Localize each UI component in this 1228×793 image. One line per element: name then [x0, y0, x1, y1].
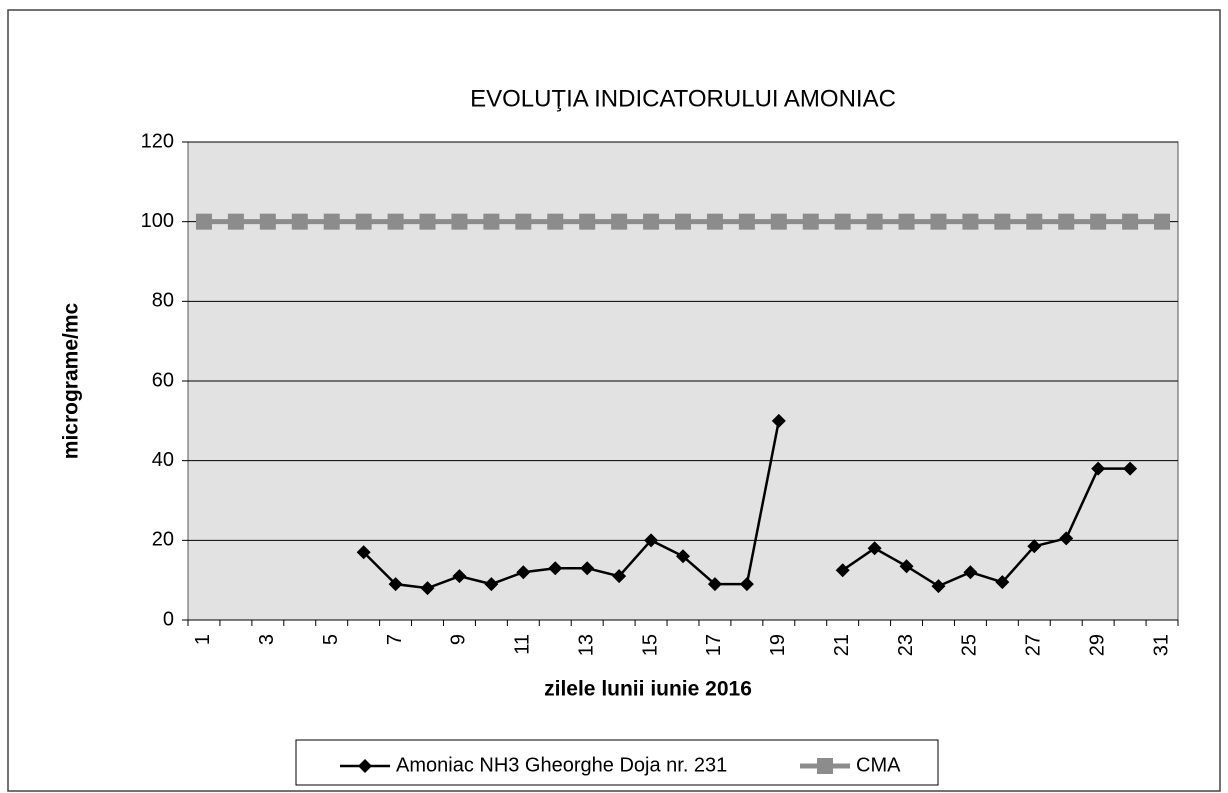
marker	[611, 213, 628, 230]
marker	[548, 561, 563, 576]
x-tick-label: 15	[639, 634, 661, 656]
marker	[866, 213, 883, 230]
x-tick-label: 23	[895, 634, 917, 656]
marker	[675, 213, 691, 230]
marker	[994, 213, 1011, 230]
legend-label: Amoniac NH3 Gheorghe Doja nr. 231	[396, 754, 727, 776]
legend-marker	[358, 759, 372, 773]
marker	[771, 413, 786, 428]
marker	[1091, 461, 1106, 476]
x-tick-label: 13	[575, 634, 597, 656]
marker	[898, 213, 915, 230]
marker	[676, 549, 690, 564]
marker	[388, 577, 403, 592]
marker	[643, 213, 660, 230]
marker	[1154, 213, 1171, 230]
marker	[291, 213, 308, 230]
marker	[835, 563, 850, 578]
x-tick-label: 9	[448, 634, 470, 645]
marker	[227, 213, 244, 230]
marker	[1026, 213, 1043, 230]
legend-label: CMA	[856, 754, 901, 776]
marker	[770, 213, 787, 230]
x-tick-label: 31	[1150, 634, 1172, 656]
legend-marker	[817, 758, 833, 774]
x-axis-label: zilele lunii iunie 2016	[544, 678, 752, 701]
series-line	[362, 420, 1131, 590]
x-tick-label: 21	[831, 634, 853, 656]
marker	[1090, 213, 1107, 230]
marker	[420, 581, 435, 596]
y-tick-label: 40	[152, 449, 174, 471]
y-tick-label: 80	[152, 290, 174, 312]
marker	[195, 213, 212, 230]
marker	[739, 577, 754, 592]
y-axis-label: micrograme/mc	[60, 302, 83, 459]
x-tick-label: 25	[959, 634, 981, 656]
chart-title: EVOLUŢIA INDICATORULUI AMONIAC	[470, 85, 896, 112]
marker	[1123, 461, 1138, 476]
marker	[962, 213, 979, 230]
marker	[738, 213, 755, 230]
marker	[899, 559, 914, 574]
x-tick-label: 7	[384, 634, 406, 645]
marker	[802, 213, 819, 230]
x-tick-label: 5	[320, 634, 342, 645]
marker	[1058, 213, 1075, 230]
marker	[931, 579, 946, 594]
marker	[580, 561, 595, 576]
y-tick-label: 0	[163, 608, 174, 630]
y-tick-label: 120	[141, 130, 174, 152]
x-tick-label: 11	[512, 634, 534, 655]
marker	[707, 577, 722, 592]
marker	[963, 565, 978, 580]
marker	[356, 545, 371, 560]
chart-frame	[7, 9, 1221, 792]
y-tick-label: 100	[141, 210, 174, 232]
marker	[419, 213, 436, 230]
marker	[930, 213, 947, 230]
marker	[995, 575, 1010, 590]
marker	[612, 569, 627, 584]
marker	[452, 569, 467, 584]
x-tick-label: 3	[256, 634, 278, 645]
marker	[323, 213, 340, 230]
marker	[867, 541, 882, 556]
marker	[451, 213, 468, 230]
y-tick-label: 20	[152, 529, 174, 551]
marker	[547, 213, 564, 230]
marker	[834, 213, 851, 230]
x-tick-label: 17	[703, 634, 725, 656]
marker	[579, 213, 596, 230]
marker	[1059, 531, 1074, 546]
x-tick-label: 19	[767, 634, 789, 656]
x-tick-label: 27	[1023, 634, 1045, 656]
marker	[483, 213, 500, 230]
marker	[1122, 213, 1139, 230]
y-tick-label: 60	[152, 369, 174, 391]
marker	[484, 577, 499, 592]
marker	[644, 533, 659, 548]
marker	[706, 213, 723, 230]
marker	[515, 213, 532, 230]
marker	[516, 565, 531, 580]
marker	[355, 213, 372, 230]
marker	[259, 213, 276, 230]
marker	[1027, 539, 1042, 554]
x-tick-label: 1	[192, 634, 214, 645]
marker	[387, 213, 404, 230]
x-tick-label: 29	[1086, 634, 1108, 656]
